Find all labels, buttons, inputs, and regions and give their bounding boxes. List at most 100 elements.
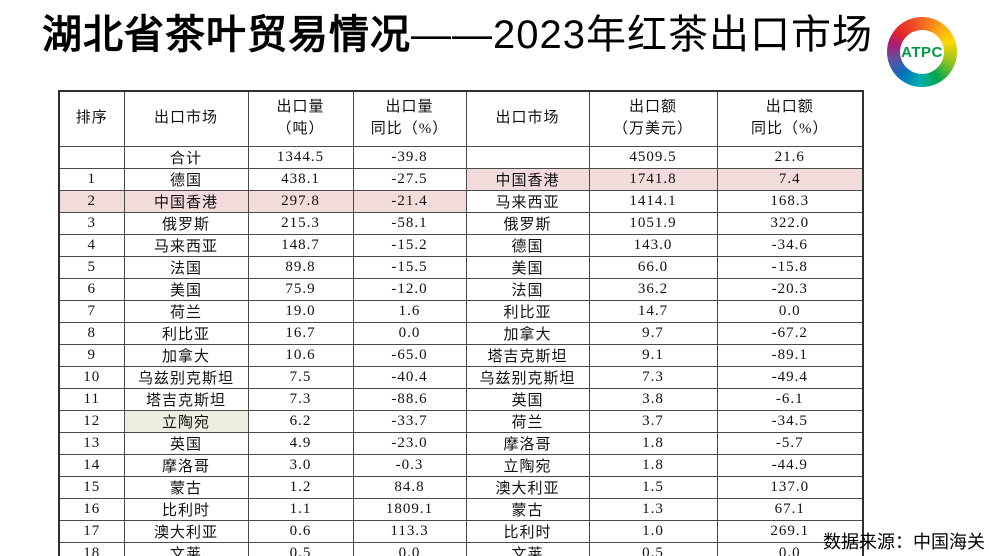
header-market-left: 出口市场	[123, 90, 249, 147]
table-header-row: 排序 出口市场 出口量 （吨） 出口量 同比（%） 出口市场 出口额 （万美元）	[58, 90, 864, 147]
cell-rank: 5	[58, 255, 125, 279]
table-row: 11 塔吉克斯坦 7.3 -88.6 英国 3.8 -6.1	[58, 387, 864, 411]
cell-volume: 6.2	[247, 409, 354, 433]
cell-value: 4509.5	[588, 145, 718, 169]
cell-volume: 438.1	[247, 167, 354, 191]
table-row: 6 美国 75.9 -12.0 法国 36.2 -20.3	[58, 277, 864, 301]
cell-rank: 14	[58, 453, 125, 477]
cell-value: 14.7	[588, 299, 718, 323]
header-market-right: 出口市场	[465, 90, 590, 147]
cell-volume: 297.8	[247, 189, 354, 213]
cell-market2: 蒙古	[465, 497, 590, 521]
cell-market2: 马来西亚	[465, 189, 590, 213]
cell-volume_yoy: 84.8	[352, 475, 467, 499]
cell-rank	[58, 145, 125, 169]
cell-volume: 7.5	[247, 365, 354, 389]
atpc-logo: ATPC	[887, 17, 957, 87]
cell-volume_yoy: -15.5	[352, 255, 467, 279]
header-volume-yoy: 出口量 同比（%）	[352, 90, 467, 147]
cell-market2: 英国	[465, 387, 590, 411]
table-row: 1 德国 438.1 -27.5 中国香港 1741.8 7.4	[58, 167, 864, 191]
cell-value: 7.3	[588, 365, 718, 389]
cell-value_yoy: -15.8	[716, 255, 864, 279]
cell-market: 美国	[123, 277, 249, 301]
cell-market2: 文莱	[465, 541, 590, 556]
cell-volume_yoy: -0.3	[352, 453, 467, 477]
cell-volume_yoy: 113.3	[352, 519, 467, 543]
cell-market: 立陶宛	[123, 409, 249, 433]
cell-market2	[465, 145, 590, 169]
cell-volume: 0.5	[247, 541, 354, 556]
header-volume: 出口量 （吨）	[247, 90, 354, 147]
cell-value: 1.8	[588, 453, 718, 477]
cell-value: 9.1	[588, 343, 718, 367]
cell-value_yoy: -6.1	[716, 387, 864, 411]
cell-market2: 立陶宛	[465, 453, 590, 477]
cell-market2: 比利时	[465, 519, 590, 543]
cell-market2: 澳大利亚	[465, 475, 590, 499]
header-line: 出口量	[276, 99, 325, 115]
table-row: 18 文莱 0.5 0.0 文莱 0.5 0.0	[58, 541, 864, 556]
cell-value: 1.8	[588, 431, 718, 455]
cell-volume: 0.6	[247, 519, 354, 543]
cell-value: 1051.9	[588, 211, 718, 235]
cell-value: 1741.8	[588, 167, 718, 191]
table-row: 13 英国 4.9 -23.0 摩洛哥 1.8 -5.7	[58, 431, 864, 455]
cell-volume: 16.7	[247, 321, 354, 345]
cell-rank: 17	[58, 519, 125, 543]
cell-value_yoy: 168.3	[716, 189, 864, 213]
cell-volume: 7.3	[247, 387, 354, 411]
cell-volume: 89.8	[247, 255, 354, 279]
header-value-yoy: 出口额 同比（%）	[716, 90, 864, 147]
cell-volume_yoy: 0.0	[352, 321, 467, 345]
cell-market: 蒙古	[123, 475, 249, 499]
cell-rank: 3	[58, 211, 125, 235]
cell-market: 乌兹别克斯坦	[123, 365, 249, 389]
cell-volume_yoy: -39.8	[352, 145, 467, 169]
table-body: 合计 1344.5 -39.8 4509.5 21.6 1 德国 438.1 -27.5 中国香港…	[58, 145, 864, 556]
cell-market2: 美国	[465, 255, 590, 279]
cell-market: 澳大利亚	[123, 519, 249, 543]
cell-market2: 荷兰	[465, 409, 590, 433]
cell-market: 塔吉克斯坦	[123, 387, 249, 411]
cell-market: 合计	[123, 145, 249, 169]
cell-volume_yoy: 0.0	[352, 541, 467, 556]
cell-market2: 德国	[465, 233, 590, 257]
cell-value_yoy: -49.4	[716, 365, 864, 389]
cell-value_yoy: -34.6	[716, 233, 864, 257]
cell-market2: 法国	[465, 277, 590, 301]
cell-market: 加拿大	[123, 343, 249, 367]
cell-volume: 1344.5	[247, 145, 354, 169]
cell-volume_yoy: -21.4	[352, 189, 467, 213]
cell-market2: 摩洛哥	[465, 431, 590, 455]
cell-value_yoy: 21.6	[716, 145, 864, 169]
cell-volume: 4.9	[247, 431, 354, 455]
cell-value_yoy: 0.0	[716, 299, 864, 323]
cell-rank: 15	[58, 475, 125, 499]
cell-rank: 8	[58, 321, 125, 345]
header-line: 出口市场	[153, 109, 218, 126]
cell-rank: 18	[58, 541, 125, 556]
cell-market: 马来西亚	[123, 233, 249, 257]
table-row: 合计 1344.5 -39.8 4509.5 21.6	[58, 145, 864, 169]
cell-value_yoy: -20.3	[716, 277, 864, 301]
cell-market: 荷兰	[123, 299, 249, 323]
table-row: 3 俄罗斯 215.3 -58.1 俄罗斯 1051.9 322.0	[58, 211, 864, 235]
cell-volume: 148.7	[247, 233, 354, 257]
cell-rank: 6	[58, 277, 125, 301]
cell-volume_yoy: -15.2	[352, 233, 467, 257]
cell-volume_yoy: -88.6	[352, 387, 467, 411]
cell-value_yoy: 0.0	[716, 541, 864, 556]
cell-rank: 1	[58, 167, 125, 191]
cell-market2: 加拿大	[465, 321, 590, 345]
table-row: 14 摩洛哥 3.0 -0.3 立陶宛 1.8 -44.9	[58, 453, 864, 477]
cell-volume_yoy: 1.6	[352, 299, 467, 323]
cell-market2: 塔吉克斯坦	[465, 343, 590, 367]
cell-volume_yoy: -40.4	[352, 365, 467, 389]
cell-value: 3.7	[588, 409, 718, 433]
cell-rank: 11	[58, 387, 125, 411]
cell-market2: 利比亚	[465, 299, 590, 323]
cell-value: 1.3	[588, 497, 718, 521]
cell-value_yoy: -34.5	[716, 409, 864, 433]
cell-volume: 75.9	[247, 277, 354, 301]
